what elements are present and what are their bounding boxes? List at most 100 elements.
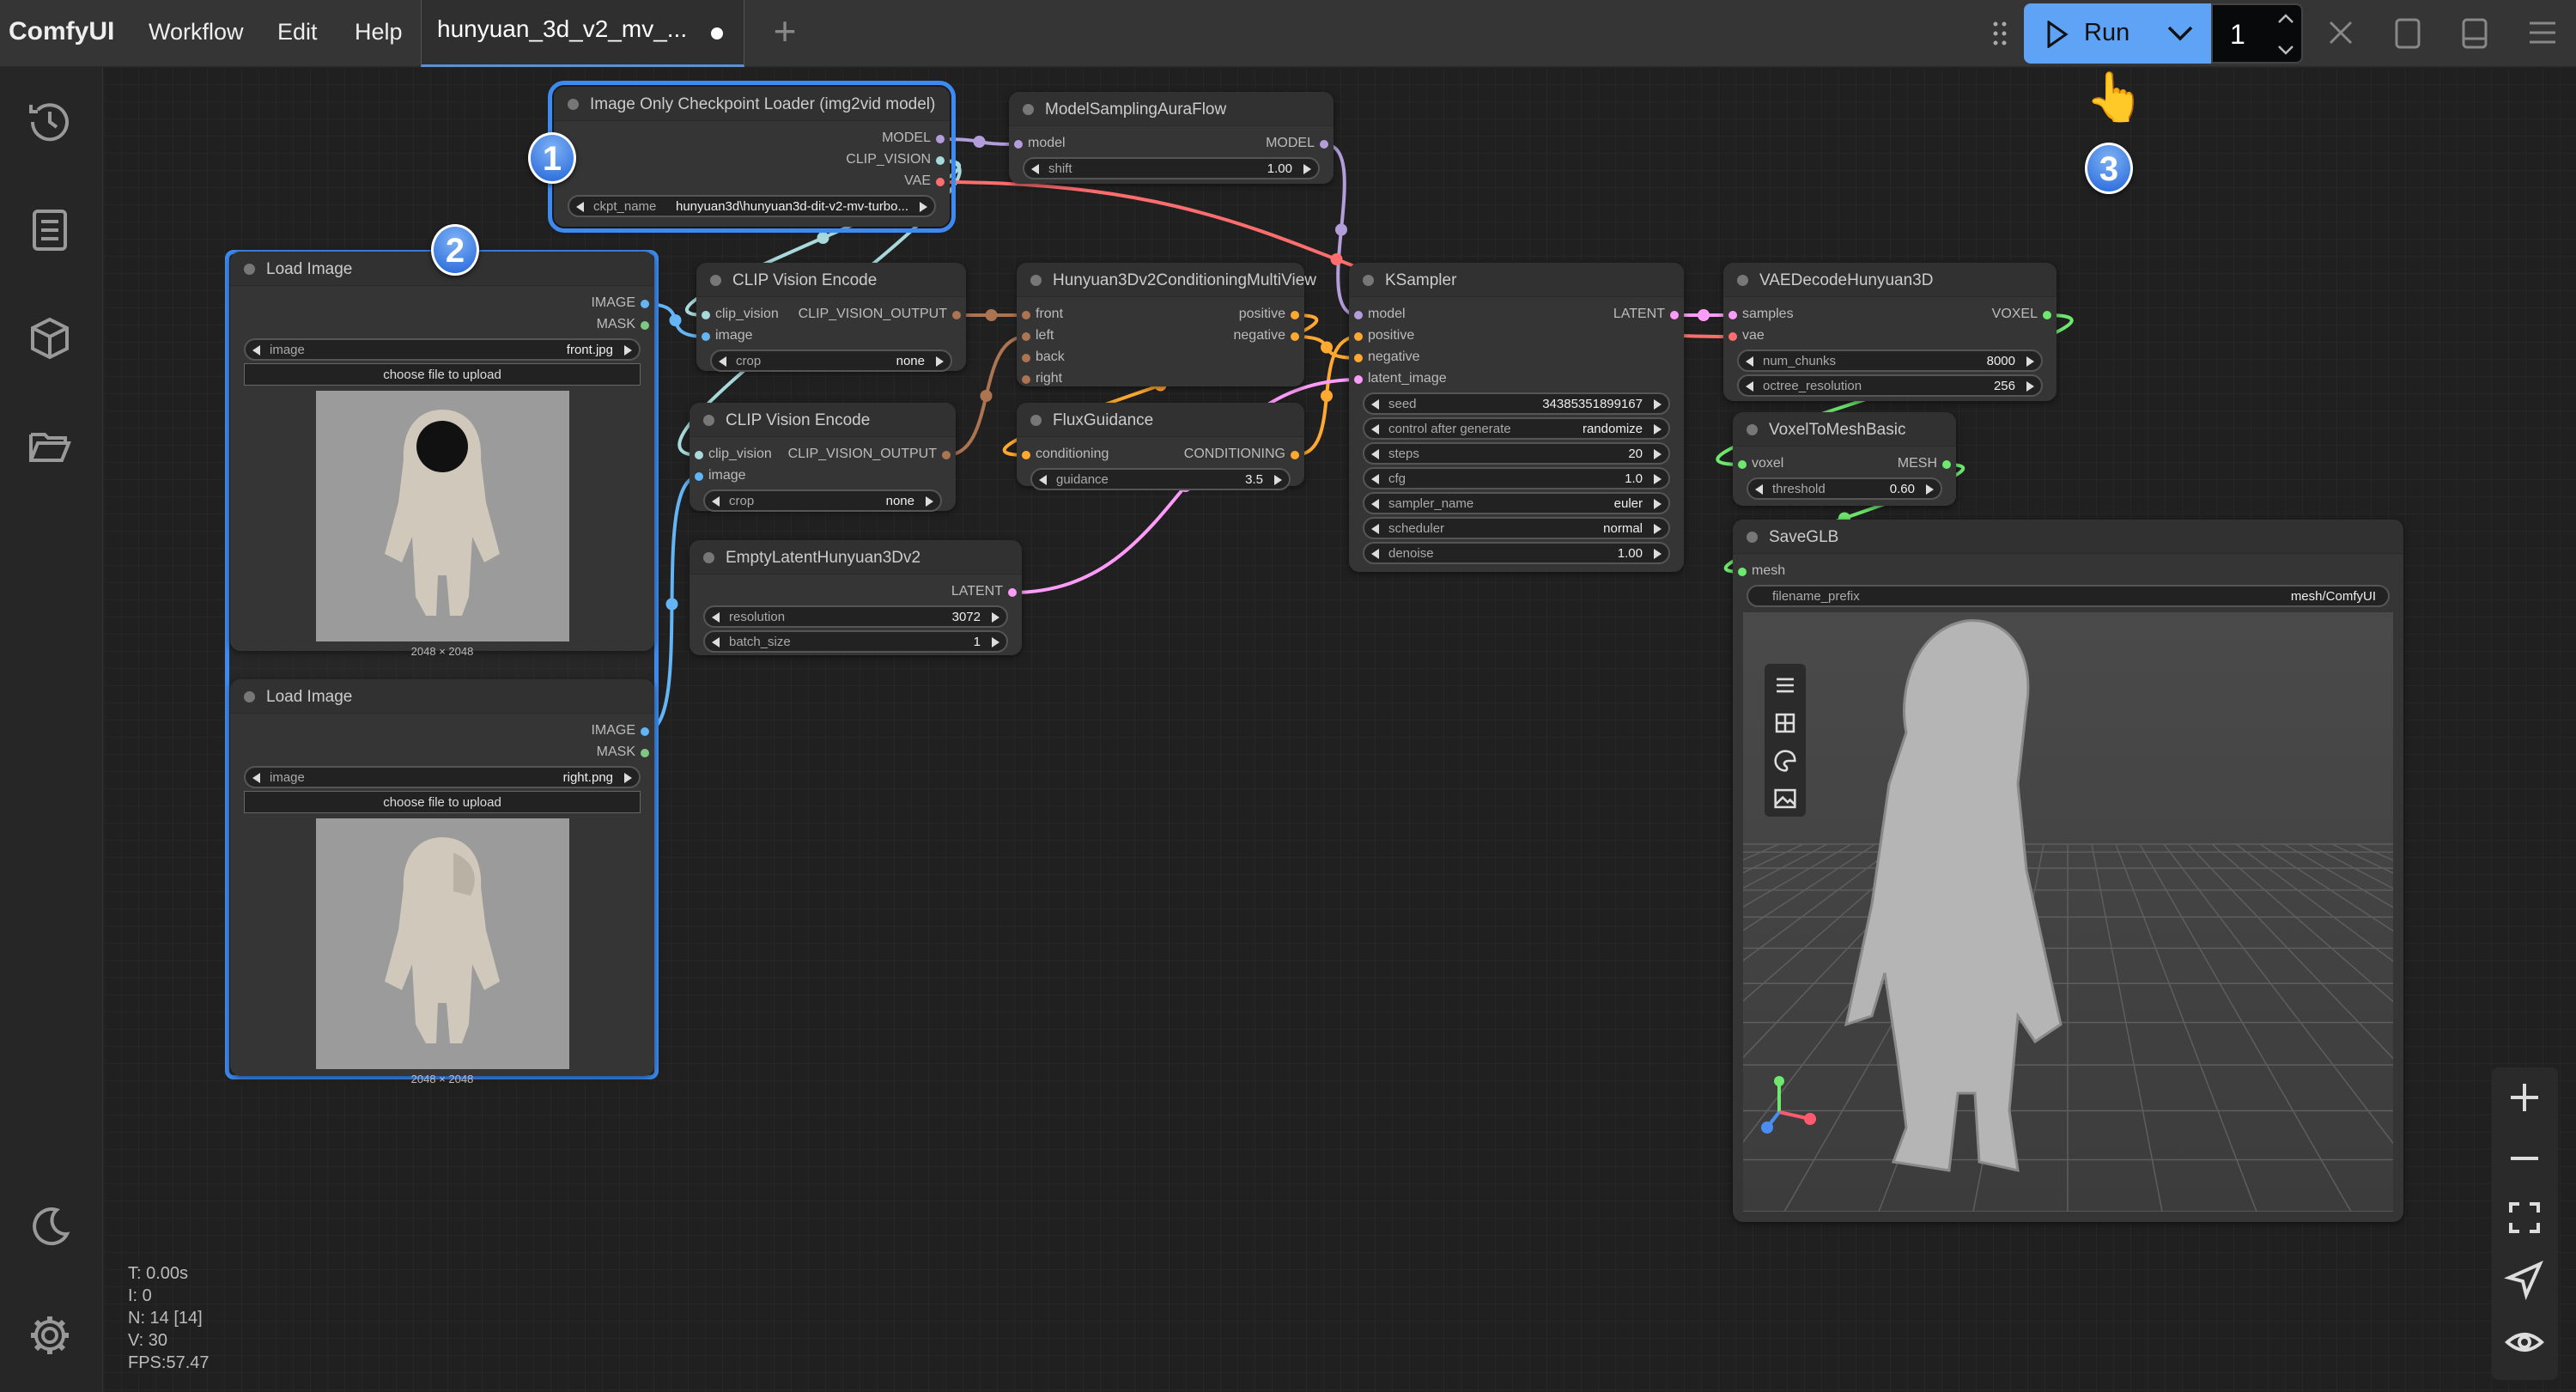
widget-shift[interactable]: shift 1.00	[1023, 157, 1320, 179]
widget-sampler-name[interactable]: sampler_name euler	[1363, 492, 1670, 514]
node-image-only-checkpoint-loader-img2vid-model[interactable]: Image Only Checkpoint Loader (img2vid mo…	[548, 81, 956, 233]
output-slot-conditioning[interactable]	[1291, 451, 1299, 459]
workflow-tab[interactable]: hunyuan_3d_v2_mv_...	[421, 0, 744, 67]
input-slot-negative[interactable]	[1354, 354, 1363, 362]
widget-denoise[interactable]: denoise 1.00	[1363, 542, 1670, 564]
hamburger-menu-icon[interactable]	[2528, 21, 2557, 45]
workflow-folder-icon[interactable]	[26, 422, 74, 471]
node-ksampler[interactable]: KSampler model LATENT positive negative laten…	[1349, 263, 1684, 572]
input-slot-image[interactable]	[695, 472, 703, 481]
output-slot-voxel[interactable]	[2043, 311, 2051, 319]
drag-handle-icon[interactable]	[1992, 21, 2009, 46]
input-slot-positive[interactable]	[1354, 332, 1363, 341]
node-vaedecodehunyuan3d[interactable]: VAEDecodeHunyuan3D samples VOXEL vae num_chu…	[1723, 263, 2057, 401]
input-slot-latent-image[interactable]	[1354, 375, 1363, 384]
input-slot-vae[interactable]	[1728, 332, 1737, 341]
bottom-panel-icon[interactable]	[2461, 17, 2488, 50]
node-emptylatenthunyuan3dv2[interactable]: EmptyLatentHunyuan3Dv2 LATENT resolution 30…	[690, 540, 1022, 655]
input-slot-samples[interactable]	[1728, 311, 1737, 319]
output-slot-model[interactable]	[1320, 140, 1328, 149]
3d-viewer[interactable]	[1743, 612, 2393, 1212]
input-slot-right[interactable]	[1022, 375, 1030, 384]
widget-cfg[interactable]: cfg 1.0	[1363, 467, 1670, 489]
input-slot-clip-vision[interactable]	[702, 311, 710, 319]
widget-threshold[interactable]: threshold 0.60	[1747, 477, 1942, 500]
widget-num-chunks[interactable]: num_chunks 8000	[1737, 350, 2043, 372]
queue-count-value[interactable]: 1	[2230, 19, 2245, 50]
input-slot-model[interactable]	[1354, 311, 1363, 319]
link-midpoint[interactable]	[669, 314, 682, 326]
input-slot-conditioning[interactable]	[1022, 451, 1030, 459]
output-slot-image[interactable]	[641, 727, 649, 736]
close-icon[interactable]	[2327, 19, 2354, 46]
focus-mode-icon[interactable]	[2394, 17, 2421, 50]
input-slot-left[interactable]	[1022, 332, 1030, 341]
image-icon[interactable]	[1771, 784, 1800, 813]
grid-icon[interactable]	[1771, 708, 1800, 738]
model-cube-icon[interactable]	[26, 314, 74, 362]
menu-help[interactable]: Help	[355, 19, 403, 45]
upload-button[interactable]: choose file to upload	[244, 791, 641, 813]
comfyui-logo[interactable]: ComfyUI	[9, 17, 115, 46]
widget-image[interactable]: image right.png	[244, 766, 641, 788]
new-tab-button[interactable]: +	[773, 9, 797, 53]
output-slot-latent[interactable]	[1008, 588, 1017, 597]
node-saveglb[interactable]: SaveGLB mesh filename_prefix mesh/ComfyUI	[1733, 520, 2403, 1222]
zoom-in-icon[interactable]	[2504, 1077, 2545, 1118]
zoom-out-icon[interactable]	[2504, 1138, 2545, 1179]
widget-filename-prefix[interactable]: filename_prefix mesh/ComfyUI	[1747, 585, 2390, 607]
widget-control-after-generate[interactable]: control after generate randomize	[1363, 417, 1670, 440]
input-slot-model[interactable]	[1014, 140, 1023, 149]
link-midpoint[interactable]	[980, 390, 993, 402]
input-slot-voxel[interactable]	[1738, 460, 1747, 469]
input-slot-clip-vision[interactable]	[695, 451, 703, 459]
toggle-links-icon[interactable]	[2504, 1322, 2545, 1363]
output-slot-mask[interactable]	[641, 321, 649, 330]
locate-icon[interactable]	[2504, 1259, 2545, 1300]
input-slot-back[interactable]	[1022, 354, 1030, 362]
chevron-down-icon[interactable]	[2166, 24, 2194, 43]
output-slot-negative[interactable]	[1291, 332, 1299, 341]
output-slot-mesh[interactable]	[1942, 460, 1951, 469]
output-slot-clip-vision-output[interactable]	[952, 311, 961, 319]
widget-octree-resolution[interactable]: octree_resolution 256	[1737, 374, 2043, 397]
upload-button[interactable]: choose file to upload	[244, 363, 641, 386]
theme-moon-icon[interactable]	[26, 1203, 74, 1251]
widget-batch-size[interactable]: batch_size 1	[703, 630, 1008, 653]
node-voxeltomeshbasic[interactable]: VoxelToMeshBasic voxel MESH threshold 0.60	[1733, 412, 1956, 506]
link-midpoint[interactable]	[817, 232, 829, 244]
settings-gear-icon[interactable]	[26, 1311, 74, 1359]
menu-workflow[interactable]: Workflow	[149, 19, 244, 45]
link-midpoint[interactable]	[1335, 223, 1347, 236]
input-slot-mesh[interactable]	[1738, 568, 1747, 576]
node-modelsamplingauraflow[interactable]: ModelSamplingAuraFlow model MODEL shift 1.00	[1009, 92, 1334, 184]
link-midpoint[interactable]	[973, 136, 986, 148]
input-slot-front[interactable]	[1022, 311, 1030, 319]
output-slot-image[interactable]	[641, 300, 649, 308]
widget-seed[interactable]: seed 34385351899167	[1363, 392, 1670, 415]
widget-steps[interactable]: steps 20	[1363, 442, 1670, 465]
link-midpoint[interactable]	[1698, 309, 1710, 321]
link-midpoint[interactable]	[1330, 253, 1343, 265]
widget-crop[interactable]: crop none	[703, 489, 942, 512]
link-midpoint[interactable]	[985, 309, 998, 321]
queue-list-icon[interactable]	[26, 206, 74, 254]
widget-guidance[interactable]: guidance 3.5	[1030, 468, 1291, 490]
queue-count-stepper[interactable]: 1	[2211, 3, 2303, 64]
widget-resolution[interactable]: resolution 3072	[703, 605, 1008, 628]
history-icon[interactable]	[26, 98, 74, 146]
node-clip-vision-encode[interactable]: CLIP Vision Encode clip_vision CLIP_VISION…	[696, 263, 966, 372]
node-load-image[interactable]: Load Image IMAGE MASK image front.jpg choose …	[230, 252, 654, 658]
widget-ckpt-name[interactable]: ckpt_name hunyuan3d\hunyuan3d-dit-v2-mv-t…	[568, 195, 936, 217]
palette-icon[interactable]	[1771, 746, 1800, 775]
node-hunyuan3dv2conditioningmultiview[interactable]: Hunyuan3Dv2ConditioningMultiView front pos…	[1017, 263, 1316, 386]
link-midpoint[interactable]	[1321, 341, 1333, 354]
output-slot-positive[interactable]	[1291, 311, 1299, 319]
input-slot-image[interactable]	[702, 332, 710, 341]
widget-image[interactable]: image front.jpg	[244, 338, 641, 361]
output-slot-clip-vision[interactable]	[936, 156, 945, 165]
output-slot-vae[interactable]	[936, 178, 945, 186]
output-slot-mask[interactable]	[641, 749, 649, 757]
node-load-image[interactable]: Load Image IMAGE MASK image right.png choose …	[230, 679, 654, 1085]
output-slot-model[interactable]	[936, 135, 945, 143]
